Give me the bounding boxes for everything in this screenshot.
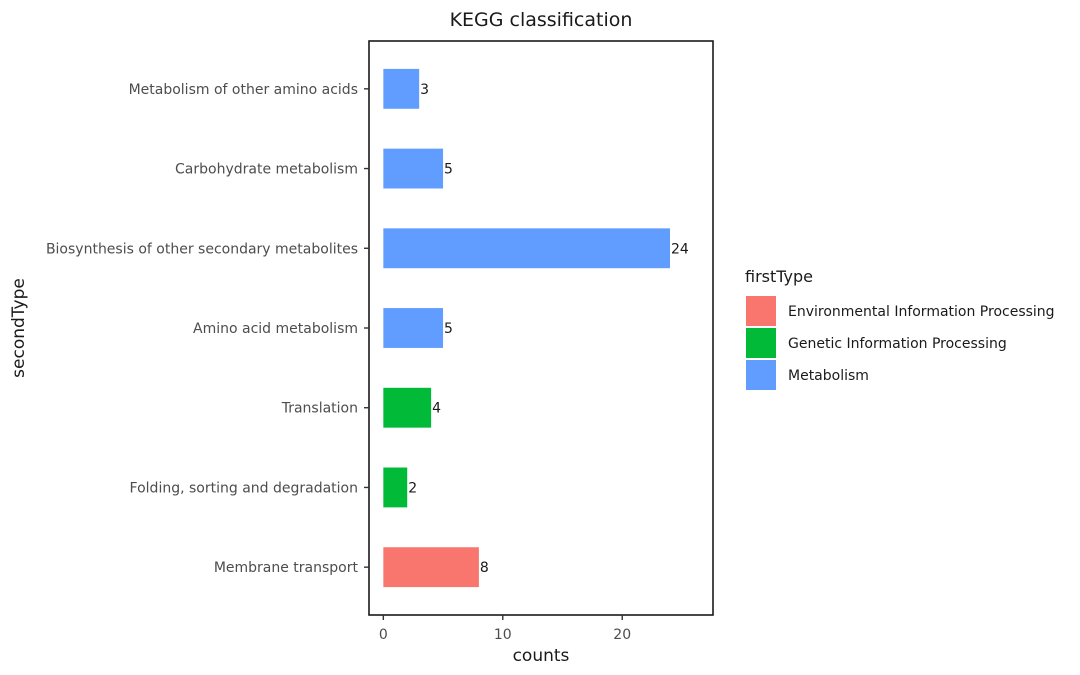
bar [383, 68, 420, 109]
x-tick-label: 10 [494, 627, 512, 643]
bar [383, 228, 670, 269]
y-tick-label: Folding, sorting and degradation [130, 480, 358, 496]
x-tick-label: 0 [379, 627, 388, 643]
bar-value-label: 4 [432, 401, 441, 417]
y-tick-label: Carbohydrate metabolism [175, 162, 358, 178]
x-axis-ticks: 0 10 20 [379, 615, 631, 643]
legend-label: Metabolism [788, 368, 869, 384]
y-tick-label: Amino acid metabolism [193, 321, 358, 337]
y-tick-label: Metabolism of other amino acids [129, 82, 358, 98]
legend-key [746, 328, 776, 358]
y-axis-ticks: Membrane transport Folding, sorting and d… [46, 82, 369, 576]
bars-group [383, 68, 670, 588]
legend-label: Genetic Information Processing [788, 336, 1007, 352]
bar [383, 387, 432, 428]
bar [383, 547, 479, 588]
legend-label: Environmental Information Processing [788, 304, 1055, 320]
x-tick-label: 20 [613, 627, 631, 643]
legend-key [746, 296, 776, 326]
bar-value-label: 2 [408, 480, 417, 496]
bar-value-label: 8 [480, 560, 489, 576]
bar-value-label: 3 [420, 82, 429, 98]
bar-value-label: 5 [444, 162, 453, 178]
bar [383, 308, 444, 348]
legend-title: firstType [745, 267, 813, 286]
y-tick-label: Translation [281, 401, 358, 417]
y-tick-label: Biosynthesis of other secondary metaboli… [46, 241, 358, 257]
legend: firstType Environmental Information Proc… [745, 267, 1055, 390]
chart-title: KEGG classification [450, 9, 633, 31]
bar-value-label: 5 [444, 321, 453, 337]
legend-key [746, 360, 776, 390]
y-tick-label: Membrane transport [214, 560, 359, 576]
x-axis-title: counts [513, 646, 570, 666]
y-axis-title: secondType [9, 278, 29, 378]
bar [383, 148, 444, 189]
bar-value-label: 24 [671, 241, 689, 257]
bar [383, 467, 408, 508]
